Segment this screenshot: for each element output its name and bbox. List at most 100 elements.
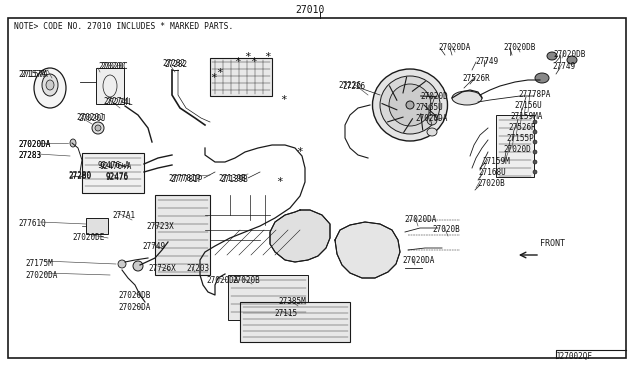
Ellipse shape — [427, 115, 437, 125]
Ellipse shape — [92, 122, 104, 134]
Ellipse shape — [118, 260, 126, 268]
Ellipse shape — [380, 76, 440, 134]
Text: 27020DA: 27020DA — [25, 271, 58, 280]
Ellipse shape — [533, 150, 537, 154]
Text: *: * — [244, 52, 252, 62]
Text: 27282: 27282 — [164, 60, 187, 69]
Polygon shape — [335, 222, 400, 278]
Text: 27283: 27283 — [18, 151, 41, 160]
Ellipse shape — [372, 69, 447, 141]
Ellipse shape — [46, 80, 54, 90]
Ellipse shape — [452, 91, 482, 105]
Text: *: * — [276, 177, 284, 187]
Text: 27155P: 27155P — [506, 134, 534, 143]
Text: 27020DA: 27020DA — [18, 140, 51, 149]
Ellipse shape — [406, 101, 414, 109]
Text: 27020C: 27020C — [98, 62, 125, 71]
Ellipse shape — [95, 125, 101, 131]
Text: 92476: 92476 — [105, 172, 128, 181]
Text: 27282: 27282 — [162, 59, 185, 68]
Text: 27274L: 27274L — [103, 97, 131, 106]
Ellipse shape — [533, 130, 537, 134]
Bar — [96, 68, 124, 104]
Ellipse shape — [533, 160, 537, 164]
Text: 27749: 27749 — [475, 57, 498, 66]
Text: 27020B: 27020B — [432, 225, 460, 234]
Text: 27020DE: 27020DE — [72, 233, 104, 242]
Text: 27020DB: 27020DB — [118, 291, 150, 300]
Text: 27020C: 27020C — [100, 62, 128, 71]
Text: 27020DA: 27020DA — [18, 140, 51, 149]
Text: 277A1: 277A1 — [112, 211, 135, 220]
Bar — [228, 275, 308, 320]
Text: 27020DA: 27020DA — [438, 43, 470, 52]
Ellipse shape — [533, 120, 537, 124]
Ellipse shape — [567, 56, 577, 64]
Ellipse shape — [427, 128, 437, 136]
Text: 27778IP: 27778IP — [170, 175, 202, 184]
Ellipse shape — [42, 74, 58, 96]
Text: *: * — [264, 52, 271, 62]
Text: 27157A: 27157A — [20, 70, 48, 79]
Text: 27723X: 27723X — [146, 222, 173, 231]
Text: 27226: 27226 — [338, 81, 361, 90]
Text: 27526R: 27526R — [462, 74, 490, 83]
Text: 27020DA: 27020DA — [118, 303, 150, 312]
Text: *: * — [235, 57, 241, 67]
Text: 27526R: 27526R — [508, 123, 536, 132]
Text: 27020D: 27020D — [420, 92, 448, 101]
Text: 27274L: 27274L — [105, 98, 132, 107]
Text: 27168U: 27168U — [478, 168, 506, 177]
Text: 92476+A: 92476+A — [100, 162, 132, 171]
Ellipse shape — [34, 68, 66, 108]
Text: FRONT: FRONT — [540, 239, 565, 248]
Ellipse shape — [133, 261, 143, 271]
Bar — [496, 115, 534, 177]
Text: 27778PA: 27778PA — [518, 90, 550, 99]
Ellipse shape — [533, 170, 537, 174]
Text: 27020J: 27020J — [78, 114, 106, 123]
Text: *: * — [280, 95, 287, 105]
Text: 27385M: 27385M — [278, 297, 306, 306]
Text: 27020DA: 27020DA — [206, 276, 238, 285]
Text: 27020DB: 27020DB — [503, 43, 536, 52]
Text: 27749: 27749 — [552, 62, 575, 71]
Text: 27726X: 27726X — [148, 264, 176, 273]
Text: 27139B: 27139B — [220, 175, 248, 184]
Text: 27020DB: 27020DB — [553, 50, 586, 59]
Text: 27157A: 27157A — [18, 70, 45, 79]
Bar — [210, 58, 272, 96]
Text: 27115: 27115 — [274, 309, 297, 318]
Text: 27020J: 27020J — [76, 113, 104, 122]
Polygon shape — [270, 210, 330, 262]
Text: 27159MA: 27159MA — [510, 112, 542, 121]
Text: *: * — [296, 147, 303, 157]
Text: 27749: 27749 — [142, 242, 165, 251]
Text: 27280: 27280 — [68, 171, 91, 180]
Text: 27280: 27280 — [68, 172, 91, 181]
Text: NOTE> CODE NO. 27010 INCLUDES * MARKED PARTS.: NOTE> CODE NO. 27010 INCLUDES * MARKED P… — [14, 22, 234, 31]
Text: 27010: 27010 — [295, 5, 324, 15]
Bar — [86, 218, 108, 234]
Text: 27761Q: 27761Q — [18, 219, 45, 228]
Ellipse shape — [533, 140, 537, 144]
Text: *: * — [216, 68, 223, 78]
Text: *: * — [211, 73, 218, 83]
Text: 27159M: 27159M — [482, 157, 509, 166]
Bar — [82, 153, 144, 193]
Text: 27156U: 27156U — [514, 101, 541, 110]
Ellipse shape — [70, 139, 76, 147]
Text: 27283: 27283 — [18, 151, 41, 160]
Text: 27226: 27226 — [342, 82, 365, 91]
Text: 92476+A: 92476+A — [98, 161, 131, 170]
Text: 27203: 27203 — [186, 264, 209, 273]
Bar — [240, 302, 350, 342]
Bar — [155, 195, 210, 275]
Ellipse shape — [389, 84, 431, 126]
Text: 27020DA: 27020DA — [415, 114, 447, 123]
Text: 27020DA: 27020DA — [404, 215, 436, 224]
Text: 27020D: 27020D — [503, 145, 531, 154]
Text: 92476: 92476 — [106, 173, 129, 182]
Text: 27778IP: 27778IP — [168, 174, 200, 183]
Text: *: * — [251, 57, 257, 67]
